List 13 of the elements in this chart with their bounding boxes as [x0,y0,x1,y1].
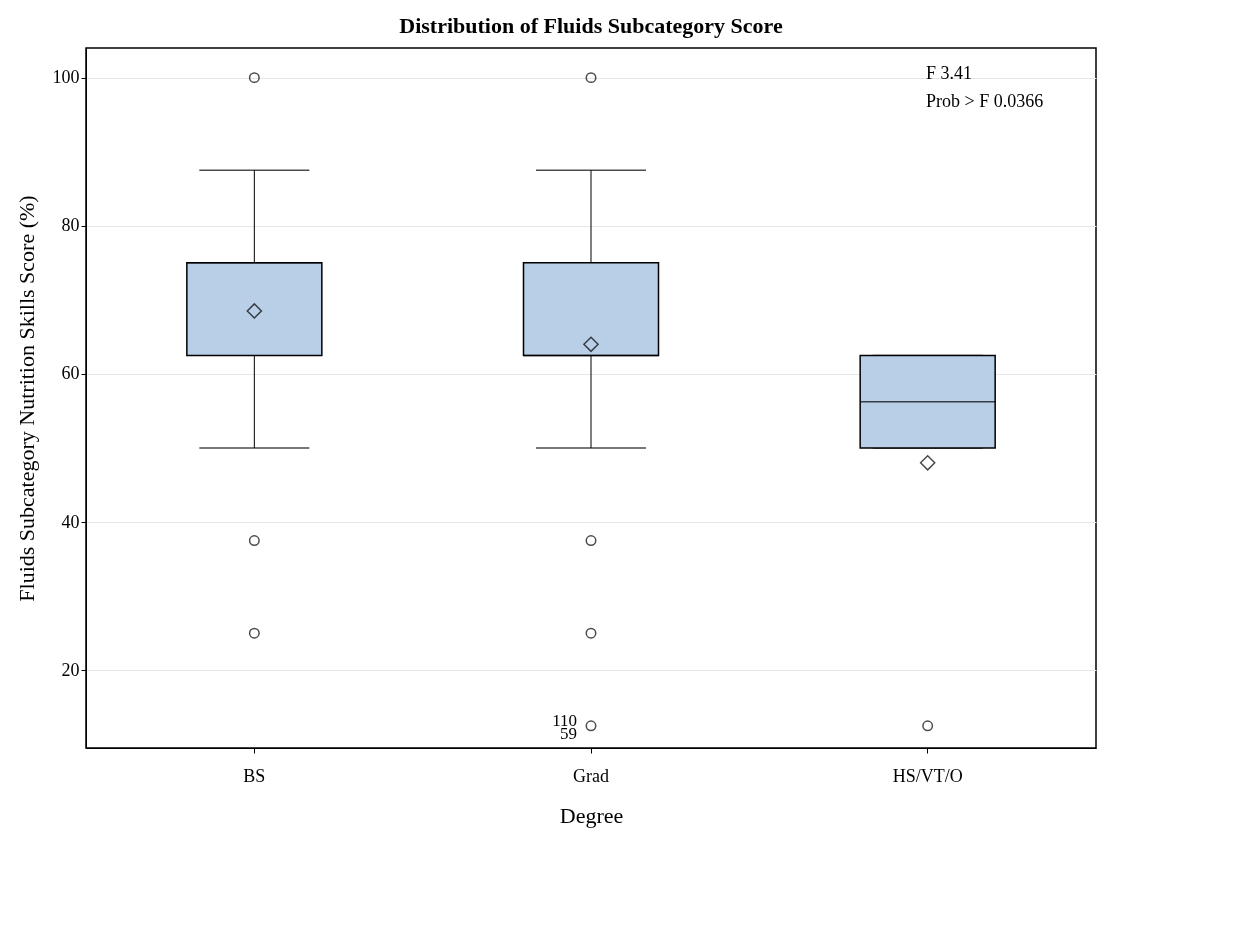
annotation: Prob > F 0.0366 [926,91,1044,111]
annotation: F 3.41 [926,63,973,83]
y-tick-label: 100 [52,67,80,88]
x-tick-label: HS/VT/O [892,765,963,786]
y-axis-title: Fluids Subcategory Nutrition Skills Score (%) [13,195,39,602]
x-axis-title: Degree [559,802,624,828]
chart-title: Distribution of Fluids Subcategory Score [399,13,783,38]
y-tick-label: 20 [61,659,80,680]
x-tick-label: Grad [573,765,609,786]
x-tick-label: BS [243,765,266,786]
y-tick-label: 80 [61,215,80,236]
y-tick-label: 40 [61,511,80,532]
y-tick-label: 60 [61,363,80,384]
